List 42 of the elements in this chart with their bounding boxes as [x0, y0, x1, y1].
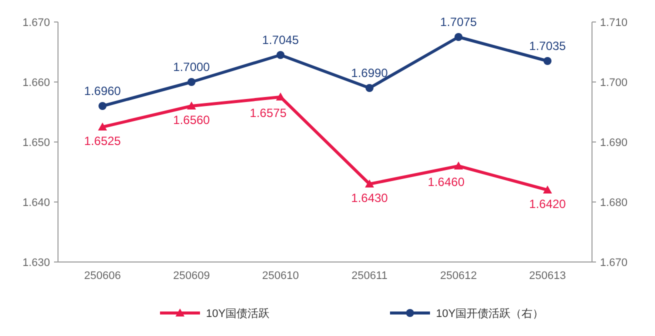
data-label: 1.6430 — [351, 191, 388, 205]
legend-label: 10Y国开债活跃（右） — [436, 308, 544, 320]
data-label: 1.6460 — [428, 175, 465, 189]
point — [188, 78, 196, 86]
data-label: 1.7045 — [262, 33, 300, 47]
y2-tick-label: 1.710 — [600, 17, 628, 29]
point — [276, 92, 285, 100]
point — [454, 33, 462, 41]
y-tick-label: 1.660 — [22, 77, 50, 89]
data-label: 1.6525 — [84, 134, 122, 148]
point — [543, 186, 552, 194]
data-label: 1.6560 — [173, 113, 210, 127]
point — [276, 51, 284, 59]
point — [544, 57, 552, 65]
y-tick-label: 1.640 — [22, 197, 50, 209]
data-label: 1.7075 — [440, 15, 478, 29]
x-tick-label: 250612 — [440, 270, 477, 282]
data-label: 1.6575 — [250, 106, 287, 120]
x-tick-label: 250610 — [262, 270, 299, 282]
data-label: 1.7035 — [529, 39, 566, 53]
y-tick-label: 1.650 — [22, 137, 50, 149]
x-tick-label: 250611 — [352, 270, 388, 282]
x-tick-label: 250609 — [173, 270, 210, 282]
x-tick-label: 250613 — [529, 270, 566, 282]
y2-tick-label: 1.690 — [600, 137, 628, 149]
point — [98, 102, 106, 110]
point — [454, 162, 463, 170]
legend-label: 10Y国债活跃 — [206, 308, 270, 320]
data-label: 1.6420 — [529, 197, 566, 211]
y-tick-label: 1.630 — [22, 257, 50, 269]
data-label: 1.7000 — [173, 60, 210, 74]
point — [187, 102, 196, 110]
y2-tick-label: 1.700 — [600, 77, 628, 89]
y2-tick-label: 1.670 — [600, 257, 628, 269]
y-tick-label: 1.670 — [22, 17, 50, 29]
point — [366, 84, 374, 92]
x-tick-label: 250606 — [84, 270, 121, 282]
data-label: 1.6990 — [351, 66, 388, 80]
point — [365, 180, 374, 188]
data-label: 1.6960 — [84, 84, 122, 98]
point — [98, 122, 107, 130]
y2-tick-label: 1.680 — [600, 197, 628, 209]
